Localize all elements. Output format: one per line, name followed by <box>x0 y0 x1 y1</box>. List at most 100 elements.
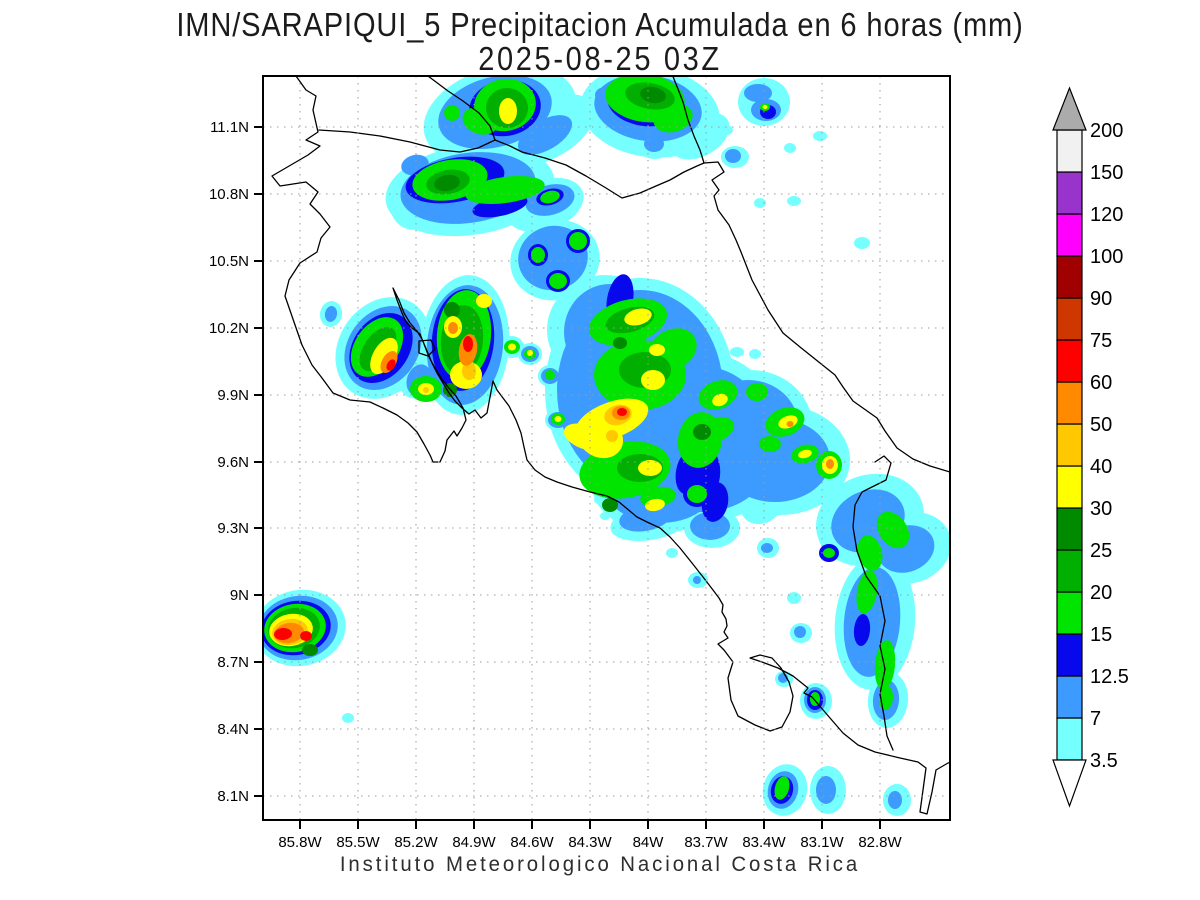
y-axis-tick-label: 9N <box>230 587 249 604</box>
precip-contour <box>508 343 516 351</box>
y-axis-tick-label: 10.8N <box>209 186 249 203</box>
colorbar-label: 30 <box>1090 498 1112 520</box>
colorbar-segment <box>1056 255 1083 299</box>
precip-contour <box>813 131 827 141</box>
y-axis-tick-label: 11.1N <box>210 119 249 136</box>
precip-contour <box>617 408 627 416</box>
x-axis-tick-label: 83.1W <box>800 834 844 851</box>
y-axis-tick-label: 8.1N <box>217 788 249 805</box>
chart-subtitle-datetime: 2025-08-25 03Z <box>478 40 722 77</box>
colorbar-segment <box>1056 213 1083 257</box>
colorbar-label: 75 <box>1090 330 1112 352</box>
precip-contour <box>619 504 671 532</box>
precip-contour <box>876 511 910 549</box>
x-axis-tick-label: 85.5W <box>336 834 380 851</box>
colorbar-labels: 3.5 7 12.5 15 20 25 30 40 50 60 75 90 100 120 150 200 <box>1090 120 1129 772</box>
axis-labels: 85.8W 85.5W 85.2W 84.9W 84.6W 84.3W 84W 83.7W 83… <box>209 119 903 851</box>
axis-ticks <box>254 126 881 829</box>
precip-contour <box>641 370 665 390</box>
colorbar-label: 40 <box>1090 456 1112 478</box>
colorbar-segment <box>1056 507 1083 551</box>
colorbar-segment <box>1056 297 1083 341</box>
colorbar-segment <box>1056 633 1083 677</box>
y-axis-tick-label: 10.5N <box>209 253 249 270</box>
colorbar-segment <box>1056 171 1083 215</box>
precip-contour <box>653 103 693 133</box>
panama-border <box>852 455 894 751</box>
precip-contour <box>687 485 707 503</box>
x-axis-tick-label: 83.7W <box>684 834 728 851</box>
precip-contour <box>594 496 604 504</box>
colorbar-label: 3.5 <box>1090 750 1118 772</box>
precip-contour <box>725 149 741 163</box>
precip-contour <box>540 190 560 204</box>
precip-contour <box>826 459 834 469</box>
precip-contour <box>749 349 761 359</box>
precip-contour <box>853 614 871 646</box>
colorbar-label: 120 <box>1090 204 1123 226</box>
colorbar-arrow-below-min <box>1052 759 1087 808</box>
footer-attribution: Instituto Meteorologico Nacional Costa R… <box>339 853 861 876</box>
precip-contour <box>300 631 312 641</box>
precip-contour <box>754 198 766 208</box>
precip-contour <box>794 626 806 638</box>
coastlines <box>271 76 950 815</box>
precip-contour <box>761 543 773 553</box>
y-axis-tick-label: 8.7N <box>217 654 249 671</box>
x-axis-tick-label: 85.2W <box>394 834 438 851</box>
isla-chira-island <box>418 339 436 357</box>
precip-contour <box>386 359 396 371</box>
x-axis-tick-label: 85.8W <box>278 834 322 851</box>
precip-contour <box>613 337 627 349</box>
precip-contour <box>666 548 678 558</box>
colorbar-segment <box>1056 129 1083 173</box>
colorbar-label: 12.5 <box>1090 666 1129 688</box>
precip-contour <box>640 86 666 104</box>
precip-contour <box>762 105 768 109</box>
precip-contour <box>854 237 870 249</box>
y-axis-tick-label: 9.9N <box>217 387 249 404</box>
colorbar-label: 7 <box>1090 708 1101 730</box>
y-axis-tick-label: 8.4N <box>217 721 249 738</box>
precip-contour <box>434 174 460 192</box>
precip-contour <box>712 393 728 407</box>
precip-contour <box>889 546 901 558</box>
precip-contour <box>444 105 460 121</box>
colorbar-segment <box>1056 381 1083 425</box>
precip-contour <box>786 421 794 427</box>
x-axis-tick-label: 84.6W <box>510 834 554 851</box>
precip-contour <box>606 430 618 442</box>
precip-contour <box>274 627 292 641</box>
graticule <box>263 76 950 820</box>
y-axis-tick-label: 10.2N <box>209 320 249 337</box>
colorbar-segment <box>1056 465 1083 509</box>
precip-contour <box>462 362 476 380</box>
precip-contour <box>549 273 567 289</box>
colorbar-segment <box>1056 549 1083 593</box>
precip-contour <box>602 498 618 512</box>
precip-contour <box>624 308 652 326</box>
colorbar-segment <box>1056 717 1083 761</box>
pacific-coastline <box>271 76 950 815</box>
x-axis-tick-label: 82.8W <box>858 834 902 851</box>
precip-contour <box>888 791 902 809</box>
precip-contour <box>746 383 768 401</box>
precip-contour <box>744 84 772 102</box>
precip-contour <box>527 350 533 356</box>
colorbar-arrow-above-max <box>1052 86 1087 131</box>
nicaragua-caribbean-coast <box>672 76 705 164</box>
precip-contour <box>465 175 545 205</box>
precip-contour <box>638 460 662 476</box>
precip-contour <box>787 592 801 604</box>
nicaragua-border-and-caribbean-coast <box>318 129 950 473</box>
colorbar-label: 25 <box>1090 540 1112 562</box>
precip-contour <box>569 232 587 250</box>
precip-contour <box>649 344 665 356</box>
precip-contour <box>719 125 733 135</box>
precip-contour <box>600 512 610 520</box>
x-axis-tick-label: 84.9W <box>452 834 496 851</box>
precip-contour <box>463 336 473 352</box>
colorbar-segment <box>1056 591 1083 635</box>
precip-contour <box>476 294 492 308</box>
y-axis-tick-label: 9.3N <box>217 520 249 537</box>
